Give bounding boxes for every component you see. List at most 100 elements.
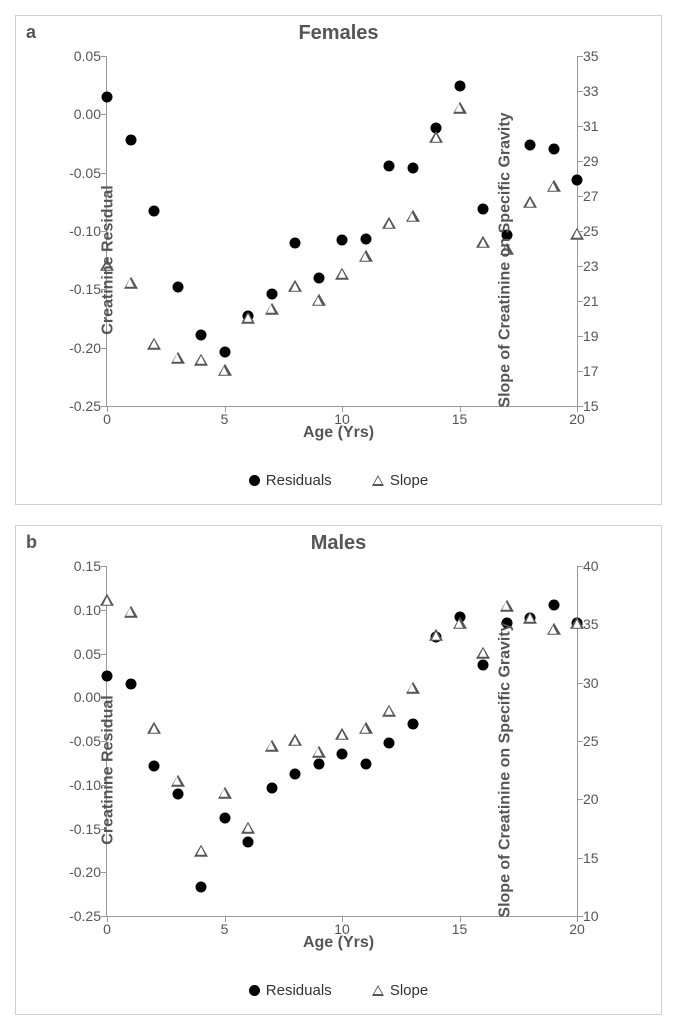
ytick-label-right: 33	[583, 83, 623, 99]
residuals-point	[313, 758, 324, 769]
ytick-label-right: 40	[583, 558, 623, 574]
residuals-point	[172, 788, 183, 799]
slope-point	[382, 217, 396, 229]
residuals-point	[548, 144, 559, 155]
slope-point	[265, 740, 279, 752]
slope-point	[429, 131, 443, 143]
ytick-label-left: -0.05	[51, 733, 101, 749]
slope-point	[241, 821, 255, 833]
slope-point	[218, 364, 232, 376]
legend-label-slope: Slope	[390, 472, 428, 489]
ytick-label-left: 0.00	[51, 106, 101, 122]
open-triangle-icon	[372, 475, 384, 486]
panel-a-ylabel-right: Slope of Creatinine on Specific Gravity	[496, 112, 514, 407]
slope-point	[453, 101, 467, 113]
filled-circle-icon	[249, 475, 260, 486]
slope-point	[288, 734, 302, 746]
legend-item-slope: Slope	[372, 982, 428, 999]
slope-point	[241, 311, 255, 323]
ytick-label-right: 30	[583, 675, 623, 691]
ytick-label-left: -0.15	[51, 281, 101, 297]
ytick-label-right: 31	[583, 118, 623, 134]
slope-point	[570, 617, 584, 629]
residuals-point	[313, 272, 324, 283]
residuals-point	[407, 718, 418, 729]
slope-point	[312, 294, 326, 306]
ytick-label-right: 19	[583, 328, 623, 344]
ytick-mark-left	[101, 654, 107, 655]
ytick-label-right: 15	[583, 398, 623, 414]
ytick-label-left: -0.15	[51, 821, 101, 837]
slope-point	[171, 352, 185, 364]
residuals-point	[102, 671, 113, 682]
residuals-point	[360, 234, 371, 245]
legend-label-residuals: Residuals	[266, 982, 332, 999]
ytick-label-right: 21	[583, 293, 623, 309]
slope-point	[312, 745, 326, 757]
residuals-point	[149, 760, 160, 771]
ytick-label-left: 0.10	[51, 602, 101, 618]
residuals-point	[125, 679, 136, 690]
residuals-point	[125, 135, 136, 146]
ytick-mark-left	[101, 348, 107, 349]
ytick-label-left: -0.25	[51, 398, 101, 414]
residuals-point	[172, 282, 183, 293]
panel-b-title: Males	[16, 532, 661, 555]
legend-item-residuals: Residuals	[249, 982, 332, 999]
slope-point	[429, 629, 443, 641]
ytick-label-right: 15	[583, 850, 623, 866]
open-triangle-icon	[372, 985, 384, 996]
slope-point	[570, 227, 584, 239]
residuals-point	[360, 758, 371, 769]
panel-b-xlabel: Age (Yrs)	[16, 934, 661, 952]
slope-point	[218, 786, 232, 798]
slope-point	[406, 681, 420, 693]
ytick-label-right: 17	[583, 363, 623, 379]
slope-point	[476, 236, 490, 248]
ytick-label-right: 27	[583, 188, 623, 204]
ytick-label-right: 10	[583, 908, 623, 924]
ytick-label-right: 29	[583, 153, 623, 169]
residuals-point	[266, 783, 277, 794]
slope-point	[500, 600, 514, 612]
slope-point	[476, 646, 490, 658]
ytick-mark-left	[101, 173, 107, 174]
legend-label-slope: Slope	[390, 982, 428, 999]
slope-point	[288, 280, 302, 292]
panel-a-xlabel: Age (Yrs)	[16, 424, 661, 442]
ytick-label-left: -0.10	[51, 223, 101, 239]
ytick-mark-left	[101, 56, 107, 57]
slope-point	[171, 775, 185, 787]
figure-container: a Females -0.25-0.20-0.15-0.10-0.050.000…	[0, 0, 677, 1029]
ytick-label-left: -0.10	[51, 777, 101, 793]
residuals-point	[290, 237, 301, 248]
slope-point	[265, 303, 279, 315]
ytick-label-left: 0.05	[51, 646, 101, 662]
panel-b-legend: Residuals Slope	[16, 982, 661, 1000]
ytick-label-right: 25	[583, 223, 623, 239]
residuals-point	[102, 91, 113, 102]
residuals-point	[219, 347, 230, 358]
panel-b-ylabel-left: Creatinine Residual	[100, 695, 118, 844]
ytick-mark-left	[101, 610, 107, 611]
panel-a-title: Females	[16, 22, 661, 45]
ytick-label-left: 0.15	[51, 558, 101, 574]
residuals-point	[478, 659, 489, 670]
slope-point	[194, 845, 208, 857]
residuals-point	[196, 882, 207, 893]
residuals-point	[290, 769, 301, 780]
slope-point	[453, 617, 467, 629]
slope-point	[547, 623, 561, 635]
residuals-point	[337, 749, 348, 760]
legend-item-residuals: Residuals	[249, 472, 332, 489]
slope-point	[523, 611, 537, 623]
slope-point	[335, 728, 349, 740]
slope-point	[335, 268, 349, 280]
residuals-point	[384, 737, 395, 748]
residuals-point	[572, 174, 583, 185]
ytick-label-right: 35	[583, 616, 623, 632]
panel-b-ylabel-right: Slope of Creatinine on Specific Gravity	[496, 622, 514, 917]
ytick-mark-left	[101, 566, 107, 567]
legend-item-slope: Slope	[372, 472, 428, 489]
legend-label-residuals: Residuals	[266, 472, 332, 489]
